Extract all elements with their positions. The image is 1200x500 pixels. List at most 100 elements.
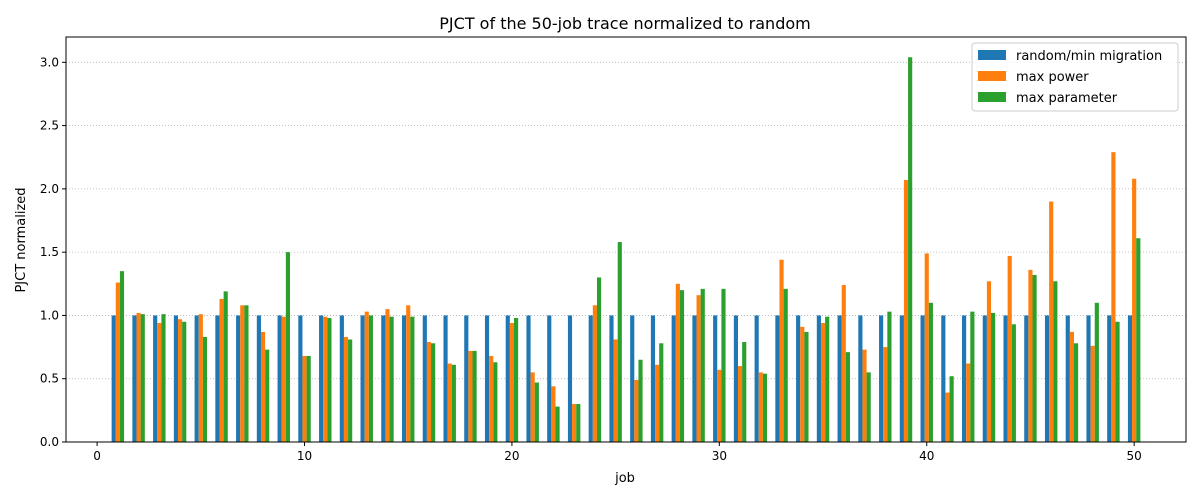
bar [841,285,846,442]
bar [982,315,987,442]
bar [845,352,850,442]
bar [1053,281,1058,442]
bar [924,253,929,442]
bar [422,315,427,442]
bar [758,372,763,442]
bar [505,315,510,442]
x-tick-label: 0 [93,449,101,463]
legend-label: random/min migration [1016,49,1162,64]
bar [572,404,577,442]
y-axis-ticks: 0.0 0.5 1.0 1.5 2.0 2.5 3.0 [40,55,66,449]
bar [260,331,266,442]
x-tick-label: 20 [504,449,519,463]
bar [1136,238,1141,442]
bar [966,363,971,442]
y-tick-label: 0.0 [40,435,59,449]
bar [721,288,726,442]
bar [493,362,498,442]
bars [111,57,1141,442]
x-tick-label: 40 [919,449,934,463]
bar [816,315,821,442]
legend-swatch [978,50,1006,60]
bar [1044,315,1050,442]
bar [426,342,432,442]
bar [567,315,573,442]
bar [866,372,871,442]
bar [804,331,809,442]
bar [157,323,162,442]
bar [198,314,203,442]
bar [899,315,904,442]
bar [592,305,597,442]
bar [692,315,697,442]
chart-title: PJCT of the 50-job trace normalized to r… [439,14,810,33]
bar [306,355,311,442]
grid-lines [66,61,1186,380]
bar [265,349,270,442]
bar [655,364,660,442]
bar [215,315,220,442]
y-axis-label: PJCT normalized [14,187,29,292]
bar [219,298,224,442]
bar [742,342,747,442]
bar [472,350,477,442]
bar [986,281,992,442]
bar [555,406,560,442]
bar [675,283,680,442]
bar [1115,321,1120,442]
bar [613,339,618,442]
bar [820,323,826,442]
bar [277,315,282,442]
bar [323,316,328,442]
x-tick-label: 30 [712,449,727,463]
bar [945,392,950,442]
bar [1049,201,1054,442]
bar [298,315,303,442]
bar [381,315,386,442]
bar [679,290,685,442]
bar [576,404,581,442]
bar [526,315,531,442]
bar [119,271,125,442]
bar [115,282,120,442]
bar [451,364,456,442]
bar [634,379,639,442]
bar [468,350,473,442]
bar [447,363,452,442]
bar [1094,302,1099,442]
bar [650,315,656,442]
plot-frame [65,36,1187,443]
bar [530,372,535,442]
bar [302,355,307,442]
bar [949,376,954,442]
bar [319,315,324,442]
x-axis-label: job [614,471,635,486]
bar [223,291,228,442]
bar [385,309,390,442]
bar [285,252,290,442]
bar [1065,315,1070,442]
bar [360,315,365,442]
bar [161,314,166,442]
bar [343,336,349,442]
bar [738,366,743,442]
bar [244,305,249,442]
bar [348,339,353,442]
bar [406,305,411,442]
bar [153,315,158,442]
bar [132,315,137,442]
bar [514,317,519,442]
bar [800,326,805,442]
bar [1007,255,1012,442]
bar [140,314,145,442]
bar [638,359,643,442]
bar [1132,178,1137,442]
bar [1069,331,1074,442]
bar [547,315,552,442]
bar [240,305,245,442]
bar [173,315,178,442]
bar [883,347,888,442]
bar [671,315,676,442]
legend-label: max power [1016,70,1089,85]
bar [796,315,801,442]
